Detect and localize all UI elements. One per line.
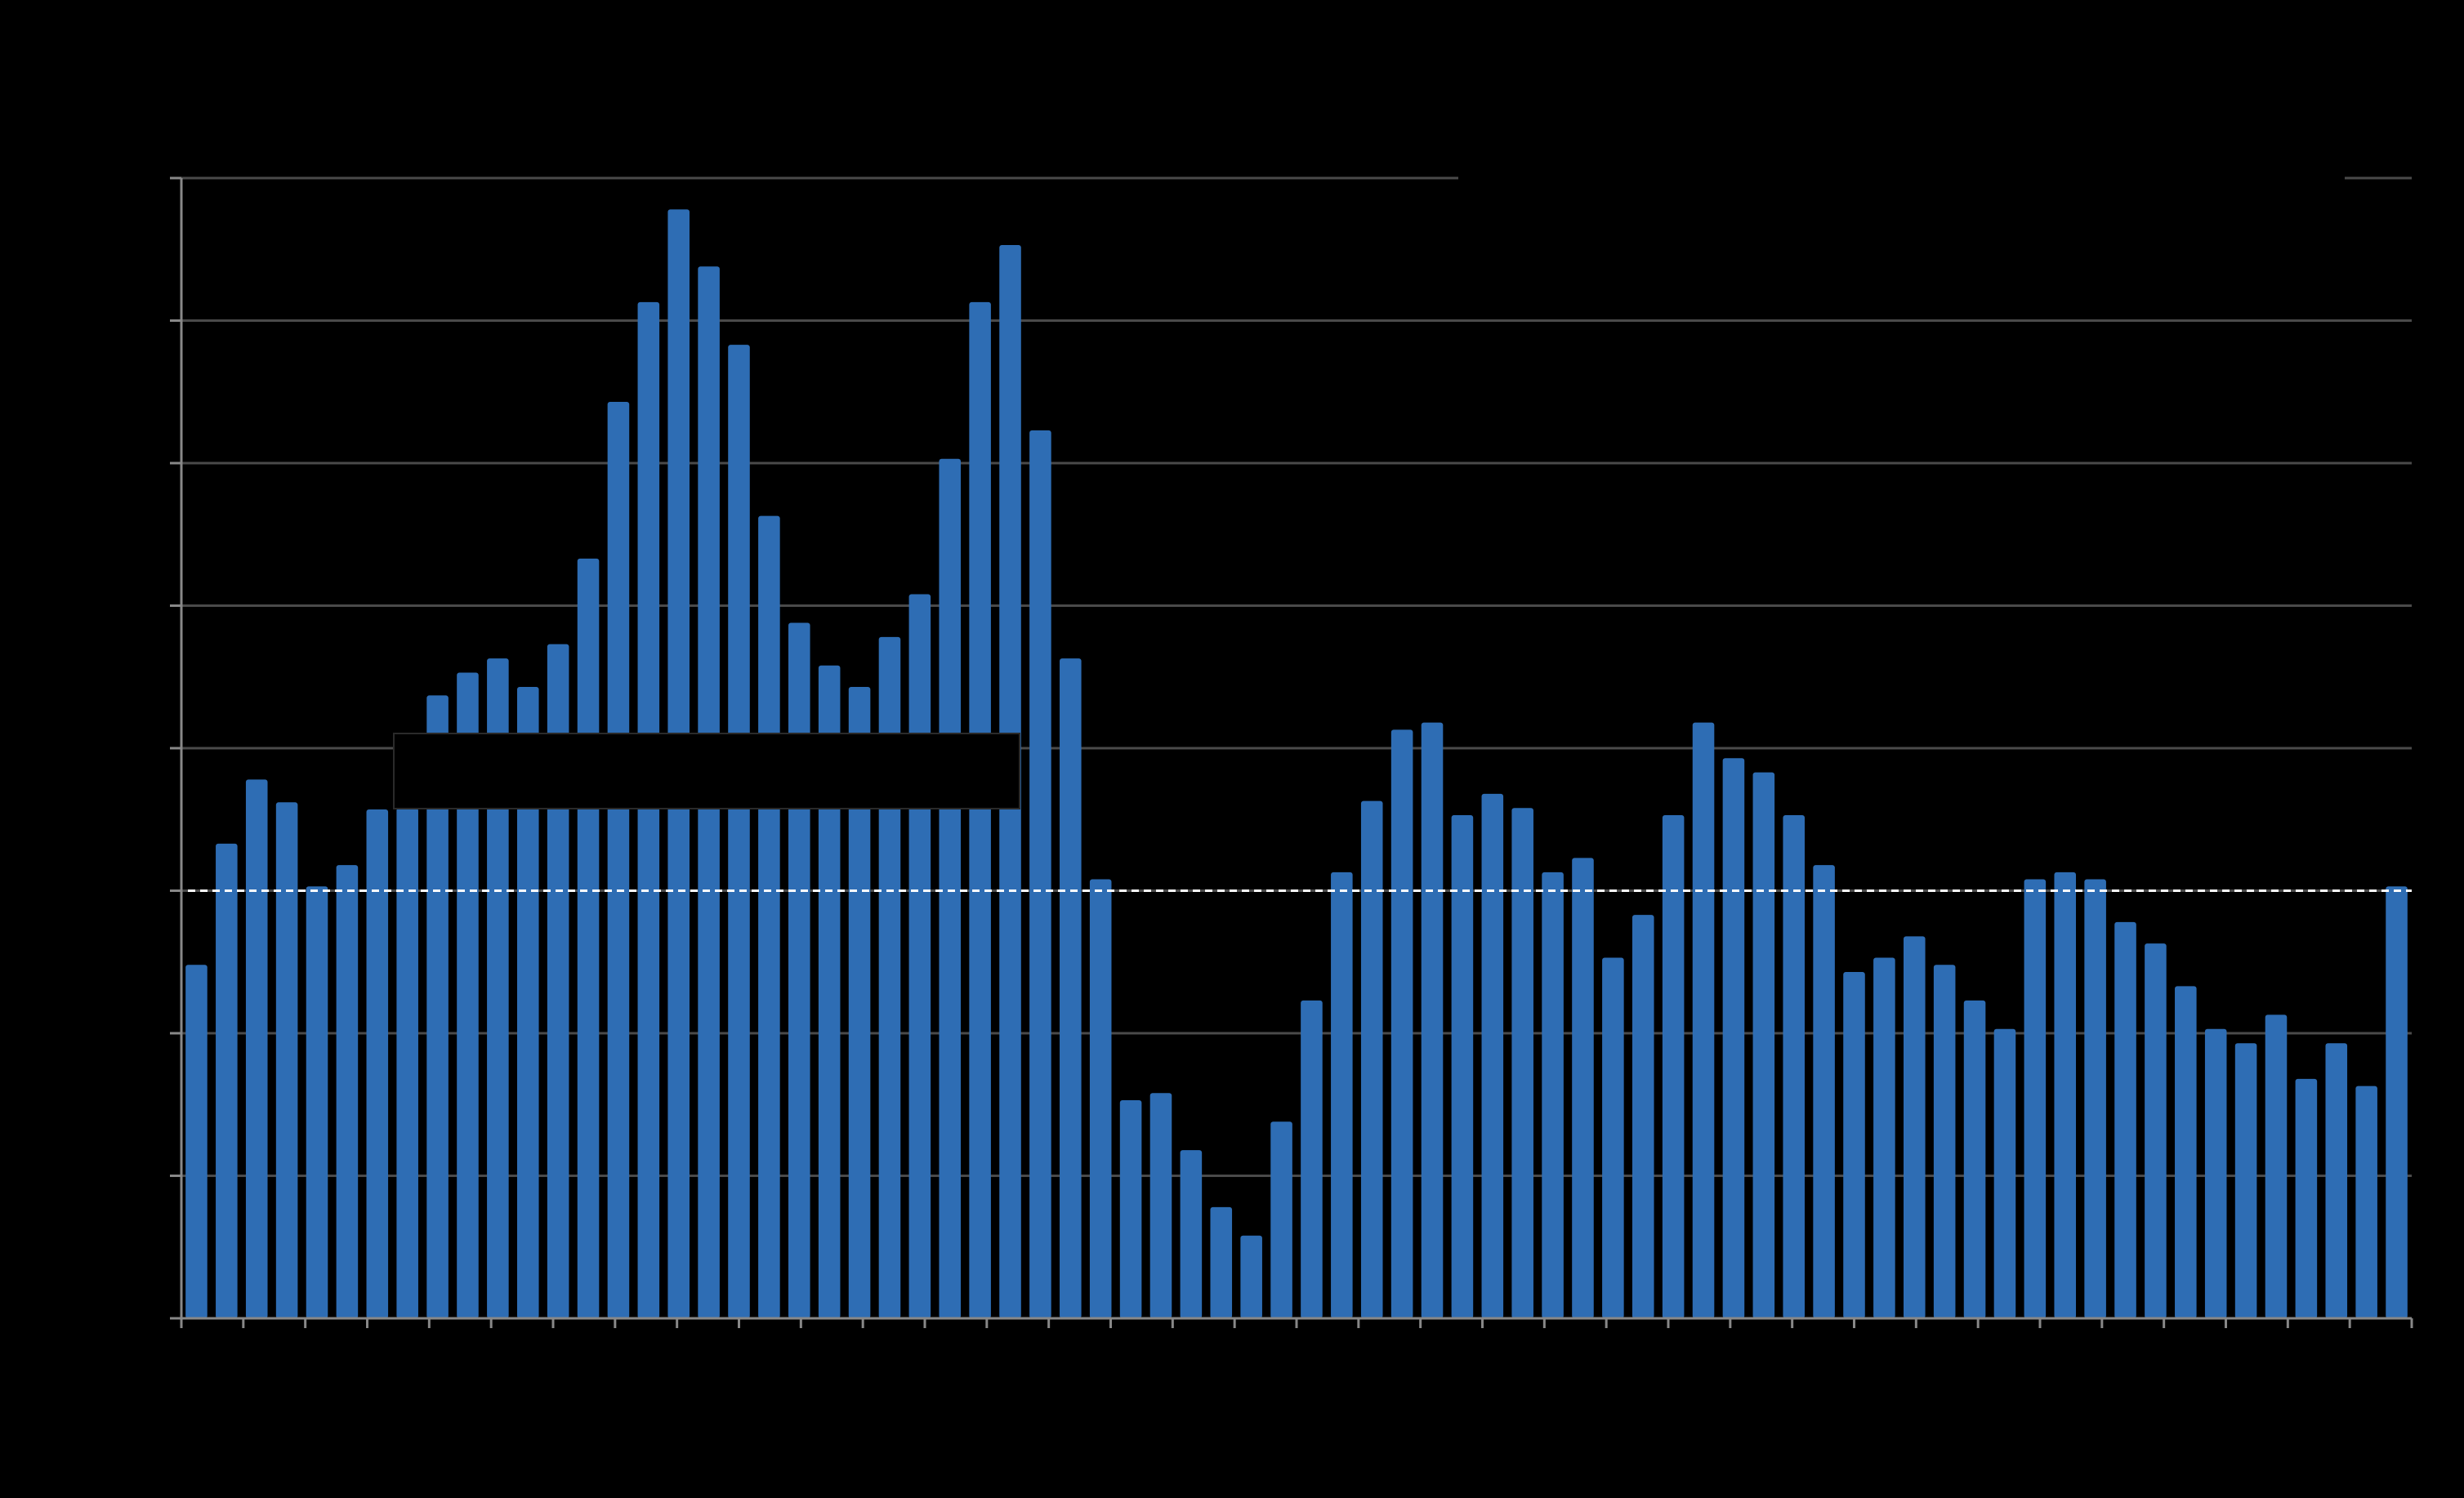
bar-12 (547, 644, 569, 1318)
bar-46 (1572, 858, 1594, 1318)
bar-54 (1813, 865, 1835, 1318)
bar-2 (245, 779, 268, 1318)
bar-20 (788, 622, 810, 1318)
bar-71 (2325, 1043, 2348, 1318)
bars (185, 209, 2408, 1319)
bar-0 (185, 965, 208, 1318)
bar-36 (1270, 1121, 1292, 1318)
bar-32 (1149, 1093, 1172, 1318)
bar-35 (1240, 1235, 1262, 1318)
bar-49 (1662, 815, 1685, 1318)
bar-68 (2234, 1043, 2257, 1318)
bar-18 (728, 345, 750, 1318)
bar-66 (2175, 986, 2197, 1318)
bar-3 (275, 802, 298, 1318)
top-legend-box (1458, 160, 2345, 201)
bar-56 (1873, 957, 1895, 1318)
bar-65 (2145, 943, 2167, 1318)
bar-11 (516, 686, 539, 1318)
bar-53 (1783, 815, 1805, 1318)
bar-52 (1752, 772, 1775, 1318)
bar-63 (2084, 879, 2106, 1318)
bar-47 (1602, 957, 1624, 1318)
annotation-box (393, 733, 1020, 809)
bar-25 (939, 458, 962, 1318)
bar-29 (1060, 658, 1082, 1318)
bar-19 (758, 515, 780, 1318)
bar-4 (306, 886, 328, 1318)
bar-9 (457, 672, 479, 1318)
bar-21 (818, 665, 841, 1318)
bar-24 (908, 594, 931, 1318)
bar-64 (2114, 921, 2136, 1318)
bar-13 (577, 558, 600, 1318)
bar-61 (2024, 879, 2047, 1318)
bar-8 (426, 695, 449, 1318)
chart-overlays (188, 160, 2412, 892)
bar-44 (1511, 808, 1533, 1318)
bar-60 (1993, 1028, 2016, 1318)
bar-58 (1933, 965, 1956, 1318)
axes (170, 176, 2413, 1328)
grid-lines (181, 176, 2412, 1177)
bar-28 (1029, 430, 1051, 1318)
bar-10 (487, 658, 509, 1318)
bar-14 (607, 401, 630, 1319)
bar-57 (1904, 936, 1926, 1318)
bar-50 (1692, 722, 1715, 1318)
bar-55 (1843, 971, 1865, 1318)
bar-59 (1963, 1000, 1986, 1318)
bar-26 (969, 301, 991, 1319)
bar-31 (1119, 1100, 1142, 1318)
bar-62 (2054, 872, 2077, 1318)
bar-42 (1451, 815, 1474, 1318)
bar-5 (336, 865, 359, 1318)
bar-45 (1542, 872, 1564, 1318)
bar-1 (216, 843, 238, 1318)
bar-34 (1210, 1206, 1233, 1318)
bar-67 (2204, 1028, 2227, 1318)
bar-72 (2355, 1086, 2377, 1318)
bar-30 (1089, 879, 1112, 1318)
bar-40 (1390, 729, 1413, 1318)
bar-6 (366, 809, 389, 1318)
bar-70 (2295, 1078, 2318, 1318)
bar-48 (1632, 915, 1654, 1318)
bar-51 (1722, 758, 1745, 1318)
bar-33 (1180, 1150, 1203, 1318)
bar-38 (1331, 872, 1353, 1318)
bar-69 (2265, 1014, 2288, 1318)
bar-41 (1421, 722, 1444, 1318)
bar-22 (848, 686, 871, 1318)
bar-39 (1360, 800, 1383, 1318)
bar-37 (1301, 1000, 1323, 1318)
bar-7 (396, 808, 418, 1318)
bar-15 (637, 301, 660, 1319)
bar-73 (2386, 886, 2408, 1318)
bar-43 (1481, 793, 1504, 1318)
